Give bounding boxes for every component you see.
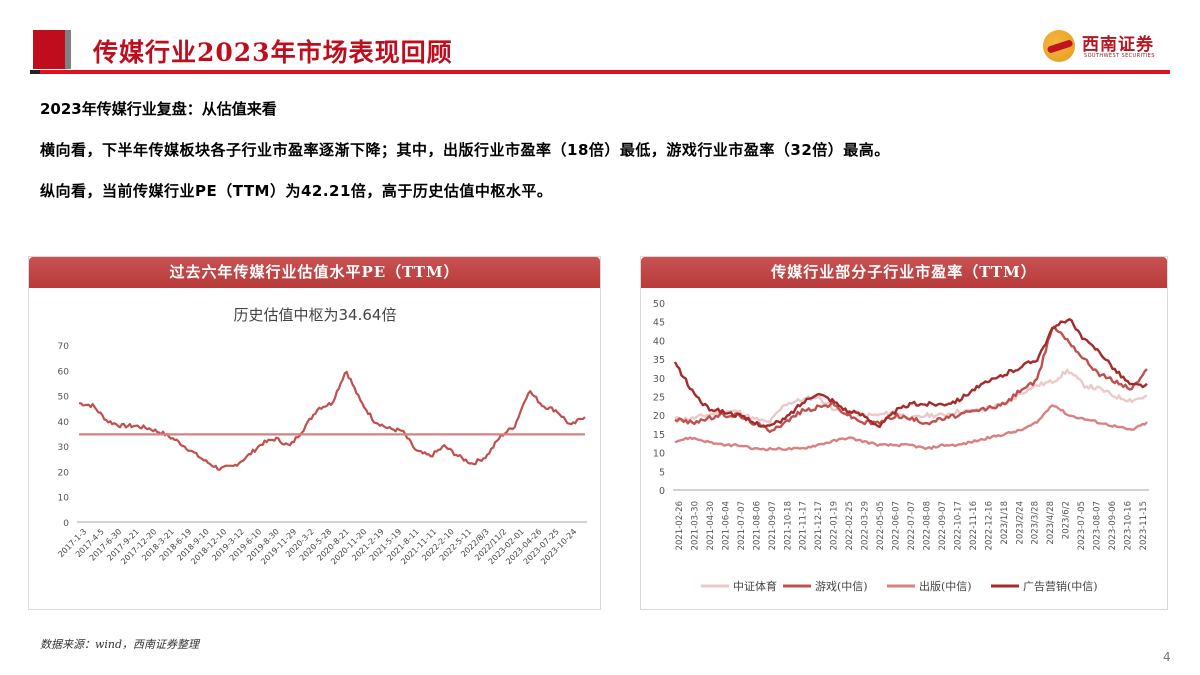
series-line <box>673 318 1148 429</box>
x-tick-label: 2023-10-16 <box>1124 501 1134 550</box>
legend-label: 广告营销(中信) <box>1023 579 1098 593</box>
y-tick-label: 45 <box>653 318 665 329</box>
header-accent-block <box>33 30 65 69</box>
y-tick-label: 30 <box>58 443 70 453</box>
y-tick-label: 20 <box>58 468 70 478</box>
x-tick-label: 2022-01-19 <box>830 501 840 550</box>
x-tick-label: 2021-11-17 <box>799 501 809 550</box>
x-tick-label: 2022-08-08 <box>922 501 932 550</box>
y-tick-label: 10 <box>653 449 665 460</box>
y-tick-label: 0 <box>659 486 665 497</box>
x-tick-label: 2022-09-07 <box>938 501 948 550</box>
x-tick-label: 2021-08-06 <box>752 501 762 550</box>
pe-history-chart-title: 过去六年传媒行业估值水平PE（TTM） <box>29 257 600 288</box>
logo-name-cn: 西南证券 <box>1082 35 1154 55</box>
y-tick-label: 0 <box>63 519 69 529</box>
y-tick-label: 50 <box>653 299 665 310</box>
pe-center-annotation: 历史估值中枢为34.64倍 <box>234 306 397 324</box>
x-tick-label: 2023-11-15 <box>1139 501 1149 550</box>
x-tick-label: 2022-11-16 <box>969 501 979 550</box>
x-tick-label: 2022-07-07 <box>907 501 917 550</box>
x-tick-label: 2021-10-18 <box>783 501 793 550</box>
header-divider-cap <box>30 70 40 74</box>
sub-industry-pe-chart-panel: 传媒行业部分子行业市盈率（TTM） 0 5 10 15 20 25 30 35 40 45 50 20… <box>640 256 1168 610</box>
y-tick-label: 20 <box>653 411 665 422</box>
x-tick-label: 2023/2/24 <box>1015 501 1025 545</box>
y-tick-label: 10 <box>58 494 70 504</box>
x-tick-label: 2023-08-07 <box>1093 501 1103 550</box>
pe-history-chart: 历史估值中枢为34.64倍0102030405060702017-1-32017… <box>56 306 587 566</box>
x-tick-label: 2022-05-05 <box>876 501 886 550</box>
header-accent-bar <box>65 30 71 69</box>
pe-series-line <box>78 370 586 471</box>
x-tick-label: 2023/4/28 <box>1046 501 1056 545</box>
page-title: 传媒行业2023年市场表现回顾 <box>93 38 453 67</box>
logo-emblem-icon <box>1043 30 1075 62</box>
x-tick-label: 2023-09-06 <box>1108 501 1118 550</box>
x-tick-label: 2021-07-07 <box>737 501 747 550</box>
x-tick-label: 2022-02-25 <box>845 501 855 550</box>
y-tick-label: 25 <box>653 393 665 404</box>
x-tick-label: 2022-10-17 <box>953 501 963 550</box>
y-tick-label: 60 <box>58 367 70 377</box>
x-tick-label: 2023-07-05 <box>1077 501 1087 550</box>
x-tick-label: 2021-04-30 <box>706 501 716 550</box>
y-tick-label: 15 <box>653 430 665 441</box>
x-tick-label: 2022-03-29 <box>861 501 871 550</box>
series-line <box>674 368 1148 425</box>
x-tick-label: 2023/1/18 <box>1000 501 1010 545</box>
x-tick-label: 2023/6/2 <box>1062 501 1072 539</box>
x-tick-label: 2021-02-26 <box>675 501 685 550</box>
y-tick-label: 70 <box>58 342 70 352</box>
x-tick-label: 2023/3/28 <box>1031 501 1041 545</box>
section-subtitle: 2023年传媒行业复盘：从估值来看 <box>40 100 277 118</box>
x-tick-label: 2021-03-30 <box>690 501 700 550</box>
company-logo: 西南证券 SOUTHWEST SECURITIES <box>1040 27 1170 67</box>
x-tick-label: 2022-06-07 <box>892 501 902 550</box>
legend-label: 游戏(中信) <box>815 580 868 593</box>
legend-label: 中证体育 <box>733 579 777 593</box>
x-tick-label: 2021-12-17 <box>814 501 824 550</box>
y-tick-label: 50 <box>58 393 70 403</box>
data-source-footnote: 数据来源：wind，西南证券整理 <box>40 638 200 651</box>
header-divider <box>30 70 1170 74</box>
y-tick-label: 35 <box>653 355 665 366</box>
x-tick-label: 2022-12-16 <box>984 501 994 550</box>
pe-history-chart-panel: 过去六年传媒行业估值水平PE（TTM） 历史估值中枢为34.64倍 0 10 20 30… <box>28 256 601 610</box>
y-tick-label: 40 <box>58 418 70 428</box>
page-number: 4 <box>1163 650 1171 664</box>
y-tick-label: 30 <box>653 374 665 385</box>
paragraph-horizontal-view: 横向看，下半年传媒板块各子行业市盈率逐渐下降；其中，出版行业市盈率（18倍）最低… <box>40 141 890 159</box>
x-tick-label: 2021-09-07 <box>768 501 778 550</box>
series-line <box>674 404 1148 452</box>
paragraph-vertical-view: 纵向看，当前传媒行业PE（TTM）为42.21倍，高于历史估值中枢水平。 <box>40 182 553 200</box>
y-tick-label: 40 <box>653 336 665 347</box>
x-tick-label: 2021-06-04 <box>721 501 731 550</box>
legend-label: 出版(中信) <box>919 579 972 593</box>
y-tick-label: 5 <box>659 467 665 478</box>
sub-industry-pe-chart: 0 5 10 15 20 25 30 35 40 45 50 2021-02-26 2021-03-30… <box>653 299 1149 593</box>
logo-name-en: SOUTHWEST SECURITIES <box>1084 53 1155 59</box>
sub-industry-pe-chart-title: 传媒行业部分子行业市盈率（TTM） <box>641 257 1167 288</box>
